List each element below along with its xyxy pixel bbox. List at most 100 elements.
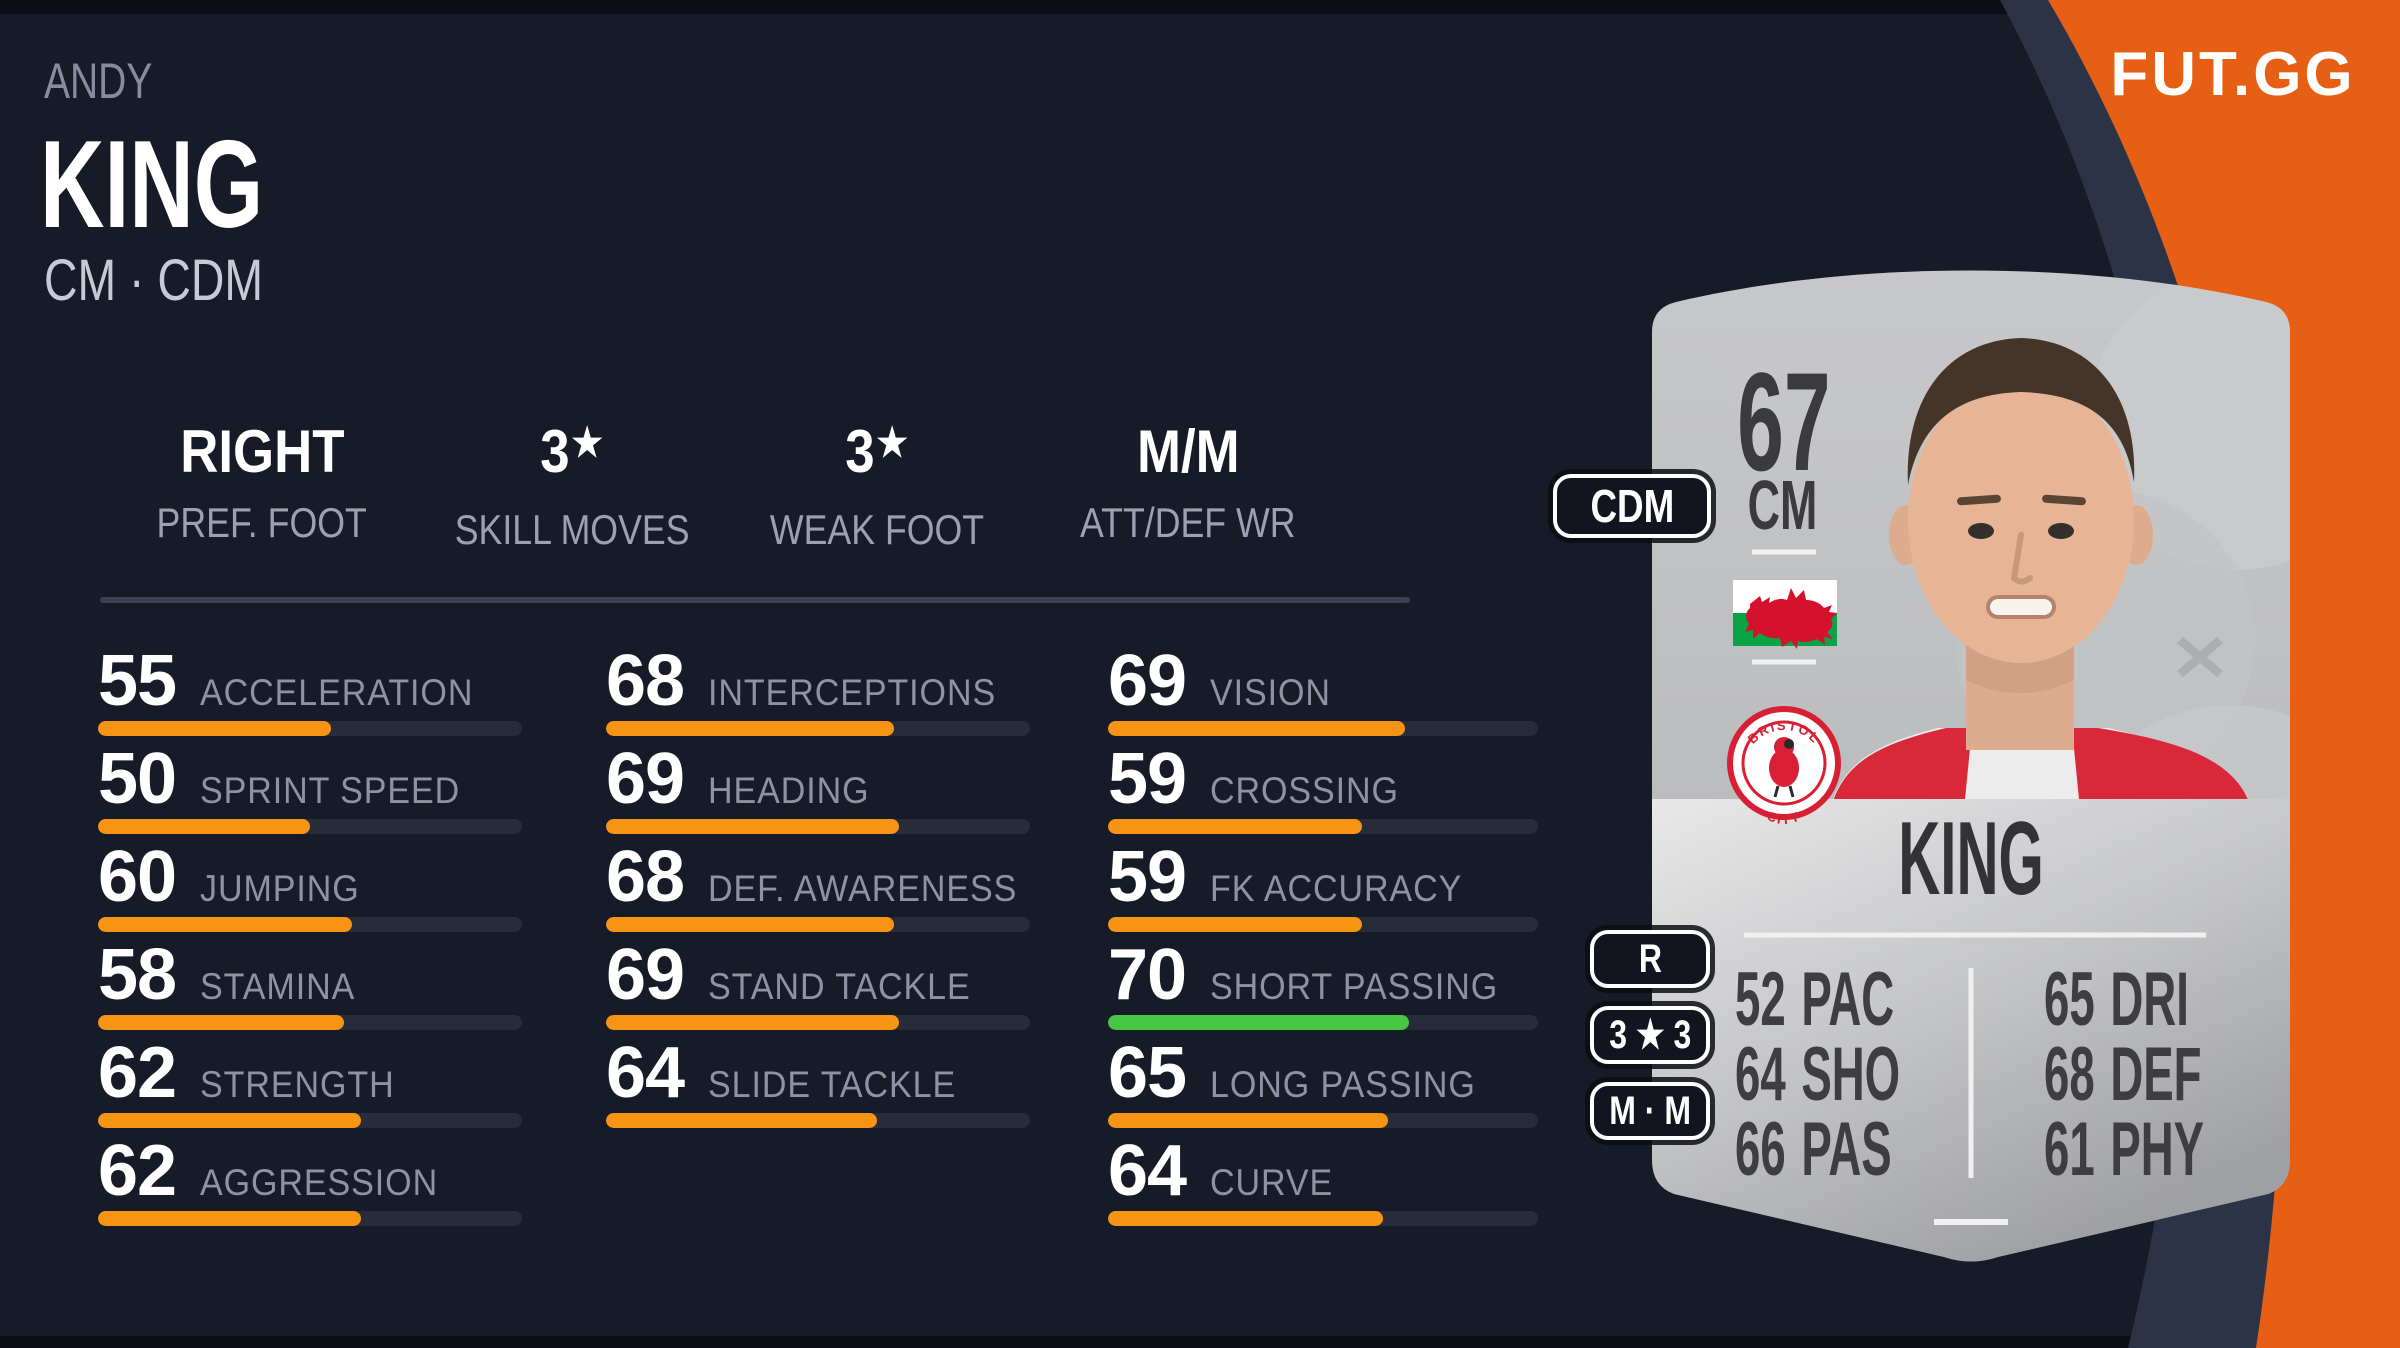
card-face-stat: 65 DRI	[2044, 957, 2311, 1042]
card-face-stat: 68 DEF	[2044, 1032, 2311, 1117]
stat-row: 59 FK ACCURACY	[1108, 841, 1538, 932]
card-stat-label: SHO	[1801, 1032, 1901, 1117]
stat-value: 59	[1108, 739, 1187, 819]
stat-bar-track	[98, 819, 522, 834]
stat-column-3: 69 VISION 59 CROSSING 59 FK ACCURACY 70 SHORT P…	[1108, 645, 1538, 1233]
stat-bar-fill	[1108, 721, 1405, 736]
star-icon: ★	[876, 421, 909, 465]
card-badge: 3 ★ 3	[1590, 1006, 1710, 1064]
trait-value: 3★	[540, 418, 604, 485]
bristol-city-crest: BRISTOL CITY	[1727, 706, 1841, 827]
stat-bar-track	[606, 819, 1030, 834]
trait-item: RIGHT PREF. FOOT	[92, 420, 432, 546]
stat-value: 58	[98, 935, 177, 1015]
stat-value: 55	[98, 641, 177, 721]
card-face-stat: 66 PAS	[1735, 1107, 2010, 1192]
stat-value: 70	[1108, 935, 1187, 1015]
stat-label: JUMPING	[200, 868, 360, 909]
stat-bar-fill	[1108, 819, 1362, 834]
alt-position-badge: CDM	[1553, 474, 1711, 538]
bottom-edge-strip	[0, 1336, 2166, 1348]
stat-bar-track	[98, 917, 522, 932]
card-stat-label: PAS	[1801, 1107, 1892, 1192]
stat-bar-fill	[1108, 917, 1362, 932]
stat-bar-track	[98, 721, 522, 736]
stat-value: 64	[606, 1033, 685, 1113]
trait-label: WEAK FOOT	[769, 506, 985, 553]
card-stat-label: DEF	[2110, 1032, 2202, 1117]
stat-bar-fill	[98, 1211, 361, 1226]
stat-label: LONG PASSING	[1210, 1064, 1476, 1105]
welsh-dragon	[1745, 588, 1837, 649]
stat-bar-track	[1108, 819, 1538, 834]
player-last-name: KING	[40, 116, 264, 254]
stat-label: CROSSING	[1210, 770, 1400, 811]
stat-bar-fill	[98, 1113, 361, 1128]
stat-value: 65	[1108, 1033, 1187, 1113]
card-stat-value: 66	[1735, 1107, 1786, 1192]
stat-label: HEADING	[708, 770, 870, 811]
stat-label: SPRINT SPEED	[200, 770, 461, 811]
stat-row: 69 HEADING	[606, 743, 1030, 834]
trait-value: RIGHT	[179, 418, 345, 485]
stat-row: 50 SPRINT SPEED	[98, 743, 522, 834]
card-stat-value: 52	[1735, 957, 1786, 1042]
card-rating: 67	[1737, 343, 1831, 500]
stat-row: 58 STAMINA	[98, 939, 522, 1030]
svg-text:CITY: CITY	[1765, 808, 1803, 827]
stat-bar-fill	[1108, 1211, 1384, 1226]
stat-row: 62 AGGRESSION	[98, 1135, 522, 1226]
card-stat-value: 68	[2044, 1032, 2095, 1117]
card-divider-lines	[1744, 549, 2206, 1225]
stat-value: 69	[606, 739, 685, 819]
stat-bar-fill	[606, 1113, 878, 1128]
futgg-logo: FUT.GG	[2110, 40, 2356, 109]
stat-row: 59 CROSSING	[1108, 743, 1538, 834]
stat-bar-fill	[98, 1015, 344, 1030]
stat-row: 64 CURVE	[1108, 1135, 1538, 1226]
stat-label: INTERCEPTIONS	[708, 672, 997, 713]
stat-bar-track	[1108, 917, 1538, 932]
card-stat-value: 61	[2044, 1107, 2095, 1192]
stat-row: 55 ACCELERATION	[98, 645, 522, 736]
stat-bar-track	[1108, 721, 1538, 736]
stat-value: 64	[1108, 1131, 1187, 1211]
stat-label: STAND TACKLE	[708, 966, 971, 1007]
stat-label: AGGRESSION	[200, 1162, 439, 1203]
trait-item: 3★ WEAK FOOT	[707, 420, 1047, 553]
stat-bar-track	[606, 917, 1030, 932]
stat-bar-track	[606, 1015, 1030, 1030]
stat-bar-track	[606, 1113, 1030, 1128]
card-face-stat: 64 SHO	[1735, 1032, 2010, 1117]
trait-item: M/M ATT/DEF WR	[1018, 420, 1358, 546]
stat-label: CURVE	[1210, 1162, 1334, 1203]
crest-text-bottom: CITY	[1765, 808, 1801, 827]
player-positions: CM · CDM	[44, 248, 264, 313]
stat-bar-fill	[606, 1015, 899, 1030]
orange-panel	[2048, 0, 2400, 1348]
stat-row: 68 DEF. AWARENESS	[606, 841, 1030, 932]
stat-value: 68	[606, 837, 685, 917]
stat-column-2: 68 INTERCEPTIONS 69 HEADING 68 DEF. AWARENESS…	[606, 645, 1030, 1135]
stat-bar-fill	[1108, 1015, 1409, 1030]
stat-label: DEF. AWARENESS	[708, 868, 1018, 909]
wales-flag	[1733, 580, 1837, 649]
stat-label: STAMINA	[200, 966, 356, 1007]
stat-value: 69	[1108, 641, 1187, 721]
separator-line	[100, 597, 1410, 603]
card-stat-value: 65	[2044, 957, 2095, 1042]
stat-row: 60 JUMPING	[98, 841, 522, 932]
card-badge: R	[1590, 930, 1710, 988]
trait-label: ATT/DEF WR	[1080, 499, 1296, 546]
card-stats-left: 52 PAC 64 SHO 66 PAS	[1735, 957, 2010, 1192]
stat-bar-track	[606, 721, 1030, 736]
stat-row: 65 LONG PASSING	[1108, 1037, 1538, 1128]
stat-bar-track	[98, 1015, 522, 1030]
stat-label: FK ACCURACY	[1210, 868, 1463, 909]
trait-label: PREF. FOOT	[156, 499, 368, 546]
card-stat-label: PAC	[1801, 957, 1895, 1042]
stat-bar-fill	[98, 819, 310, 834]
stat-label: SHORT PASSING	[1210, 966, 1499, 1007]
stat-row: 69 STAND TACKLE	[606, 939, 1030, 1030]
